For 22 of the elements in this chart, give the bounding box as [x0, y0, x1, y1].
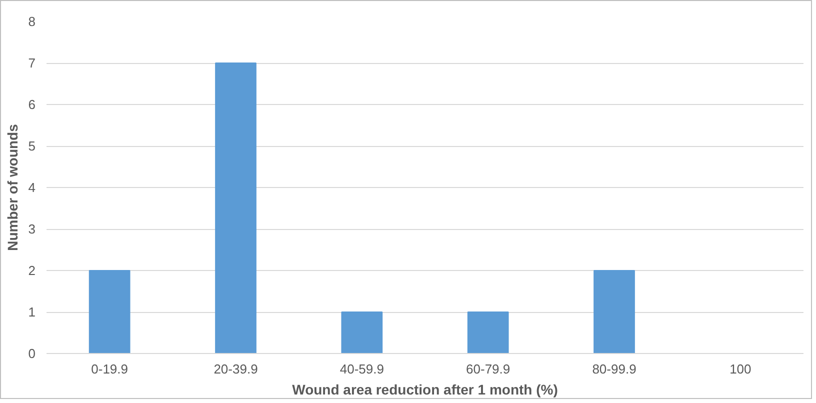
y-tick-label: 3	[28, 222, 36, 236]
y-tick-label: 4	[28, 180, 36, 195]
bar	[467, 312, 509, 354]
y-tick-label: 6	[28, 97, 36, 112]
y-tick-label: 8	[28, 14, 36, 29]
bar	[88, 270, 130, 354]
x-tick-label: 60-79.9	[466, 362, 510, 376]
y-tick-label: 2	[28, 263, 36, 278]
x-tick-label: 80-99.9	[592, 362, 636, 376]
x-tick-label: 40-59.9	[340, 362, 384, 376]
x-tick-label: 100	[730, 362, 752, 376]
bar	[215, 62, 256, 354]
bar	[594, 270, 635, 354]
x-tick-label: 20-39.9	[214, 362, 258, 376]
x-axis-title: Wound area reduction after 1 month (%)	[292, 382, 558, 398]
y-axis-title: Number of wounds	[4, 124, 20, 251]
x-tick-label: 0-19.9	[91, 362, 128, 376]
bar	[341, 312, 383, 354]
y-tick-label: 7	[28, 56, 36, 70]
y-tick-label: 1	[28, 304, 36, 320]
y-tick-label: 5	[28, 138, 36, 154]
y-tick-label: 0	[28, 346, 36, 361]
